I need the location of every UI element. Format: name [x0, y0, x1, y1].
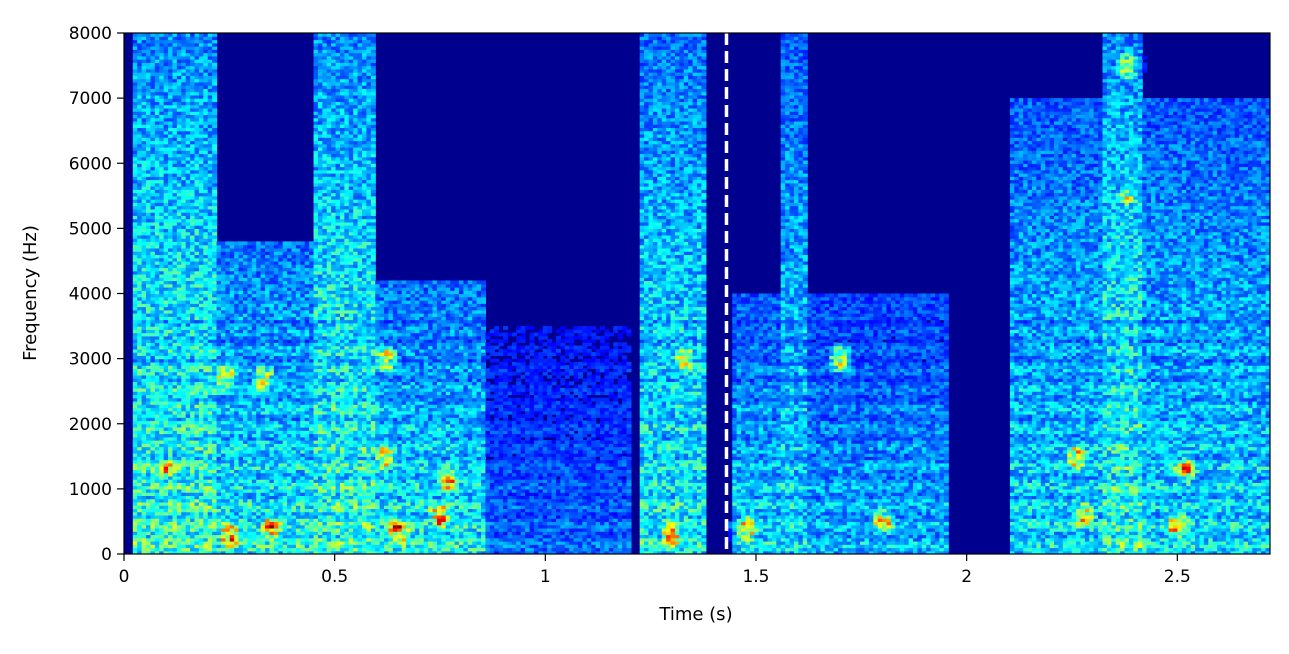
y-tick-label: 4000: [69, 285, 112, 305]
y-axis: 0 1000 2000 3000 4000 5000 6000 7000 8000: [69, 24, 124, 565]
y-tick-label: 8000: [69, 24, 112, 44]
plot-area: [124, 33, 1271, 555]
x-tick-label: 1.5: [742, 567, 769, 587]
x-axis-label: Time (s): [658, 604, 732, 625]
y-tick-label: 0: [101, 545, 112, 565]
x-tick-label: 0: [119, 567, 130, 587]
y-tick-label: 6000: [69, 154, 112, 174]
x-tick-label: 2.5: [1164, 567, 1191, 587]
y-tick-label: 3000: [69, 350, 112, 370]
x-axis: 0 0.5 1 1.5 2 2.5: [119, 554, 1191, 587]
x-tick-label: 1: [540, 567, 551, 587]
y-tick-label: 2000: [69, 415, 112, 435]
x-tick-label: 2: [961, 567, 972, 587]
x-tick-label: 0.5: [321, 567, 348, 587]
y-tick-label: 7000: [69, 89, 112, 109]
y-axis-label: Frequency (Hz): [20, 225, 41, 361]
y-tick-label: 5000: [69, 219, 112, 239]
y-tick-label: 1000: [69, 480, 112, 500]
